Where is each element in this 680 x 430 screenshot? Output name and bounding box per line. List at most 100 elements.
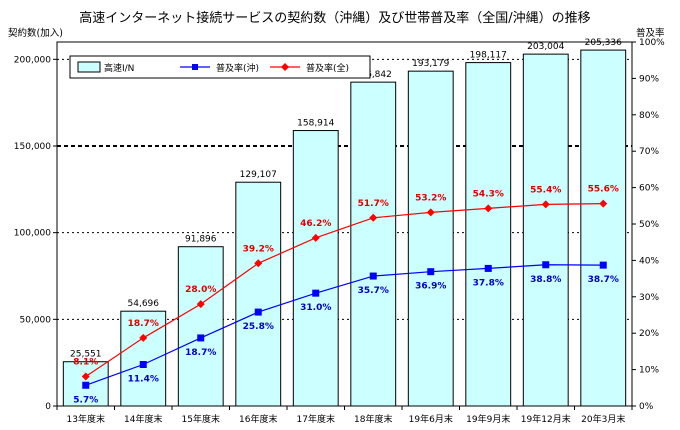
legend: 高速I/N 普及率(沖) 普及率(全) [69, 55, 371, 79]
right-tick-label: 40% [639, 256, 659, 266]
left-tick-label: 150,000 [14, 142, 51, 152]
x-tick-label: 19年12月末 [521, 413, 571, 425]
right-tick-label: 80% [639, 111, 659, 121]
right-tick-label: 100% [639, 38, 665, 48]
okinawa-rate-value-label: 5.7% [73, 395, 98, 405]
x-tick-label: 13年度末 [67, 413, 105, 425]
all-rate-point [599, 199, 608, 208]
all-rate-value-label: 8.1% [73, 358, 98, 368]
all-rate-point [426, 208, 435, 217]
bar-value-label: 54,696 [128, 299, 160, 309]
all-rate-value-label: 51.7% [358, 199, 389, 209]
bar [177, 246, 224, 407]
okinawa-rate-value-label: 38.8% [530, 275, 561, 285]
bar-series [62, 49, 627, 407]
bar-value-label: 129,107 [240, 170, 277, 180]
all-rate-value-label: 46.2% [300, 219, 331, 229]
bar [235, 181, 282, 407]
legend-oki-marker [192, 64, 198, 70]
all-rate-point [369, 213, 378, 222]
x-tick-label: 20年3月末 [581, 413, 625, 425]
okinawa-rate-value-label: 18.7% [185, 348, 216, 358]
right-axis-title: 普及率 [636, 27, 665, 39]
left-tick-label: 200,000 [14, 55, 51, 65]
right-tick-label: 20% [639, 329, 659, 339]
okinawa-rate-point [254, 308, 262, 316]
all-rate-point [81, 372, 90, 381]
okinawa-rate-point [82, 381, 90, 389]
bar [580, 49, 627, 407]
bar-value-label: 198,117 [470, 51, 507, 61]
bar-value-label: 25,551 [70, 350, 102, 360]
okinawa-rate-value-label: 37.8% [473, 278, 504, 288]
all-rate-point [196, 300, 205, 309]
okinawa-rate-value-label: 36.9% [415, 282, 446, 292]
all-rate-value-label: 39.2% [243, 244, 274, 254]
right-tick-label: 0% [639, 402, 654, 412]
all-rate-line [85, 203, 604, 378]
okinawa-rate-point [542, 261, 550, 269]
data-labels: 25,551 54,696 91,896 129,107 158,914 186,842 1… [70, 38, 622, 405]
legend-label: 高速I/N [104, 62, 134, 74]
okinawa-rate-point [427, 268, 435, 276]
line-series [81, 199, 608, 389]
right-tick-label: 60% [639, 184, 659, 194]
all-rate-value-label: 55.6% [588, 185, 619, 195]
bar [407, 70, 454, 407]
x-tick-label: 17年度末 [297, 413, 335, 425]
right-tick-label: 90% [639, 74, 659, 84]
all-rate-value-label: 28.0% [185, 285, 216, 295]
legend-all-marker [281, 63, 289, 71]
okinawa-rate-value-label: 11.4% [128, 375, 159, 385]
left-axis-title: 契約数(加入) [8, 27, 63, 39]
axes: 0 50,000 100,000 150,000 200,000 0% 10% 20% 30% 4… [14, 38, 665, 425]
bar [350, 81, 397, 407]
okinawa-rate-point [369, 272, 377, 280]
legend-box [69, 55, 371, 79]
bar [120, 310, 167, 407]
right-tick-label: 30% [639, 293, 659, 303]
okinawa-rate-value-label: 25.8% [243, 322, 274, 332]
left-tick-label: 0 [45, 402, 51, 412]
x-tick-label: 16年度末 [239, 413, 277, 425]
bar-value-label: 186,842 [355, 70, 392, 80]
x-tick-label: 14年度末 [124, 413, 162, 425]
okinawa-rate-point [484, 264, 492, 272]
bar-value-label: 205,336 [585, 38, 622, 48]
bar-value-label: 203,004 [527, 42, 564, 52]
okinawa-rate-point [599, 261, 607, 269]
all-rate-point [311, 233, 320, 242]
legend-label: 普及率(沖) [216, 62, 259, 74]
all-rate-point [484, 204, 493, 213]
bar-value-label: 193,179 [412, 59, 449, 69]
x-tick-label: 19年9月末 [466, 413, 510, 425]
okinawa-rate-line [85, 264, 604, 386]
legend-bar-swatch [77, 61, 101, 73]
bar [292, 130, 339, 407]
x-tick-label: 15年度末 [182, 413, 220, 425]
okinawa-rate-value-label: 31.0% [300, 303, 331, 313]
right-tick-label: 10% [639, 366, 659, 376]
okinawa-rate-point [312, 289, 320, 297]
all-rate-point [139, 333, 148, 342]
right-tick-label: 70% [639, 147, 659, 157]
bar [465, 62, 512, 407]
okinawa-rate-value-label: 35.7% [358, 286, 389, 296]
legend-label: 普及率(全) [306, 62, 349, 74]
bar-value-label: 158,914 [297, 119, 334, 129]
okinawa-rate-point [139, 361, 147, 369]
bar [522, 53, 569, 407]
all-rate-point [541, 200, 550, 209]
all-rate-value-label: 54.3% [473, 189, 504, 199]
x-tick-label: 18年度末 [354, 413, 392, 425]
x-tick-label: 19年6月末 [409, 413, 453, 425]
bar-value-label: 91,896 [185, 235, 217, 245]
all-rate-value-label: 53.2% [415, 193, 446, 203]
chart-title: 高速インターネット接続サービスの契約数（沖縄）及び世帯普及率（全国/沖縄）の推移 [79, 10, 590, 26]
left-tick-label: 50,000 [20, 315, 52, 325]
all-rate-value-label: 55.4% [530, 185, 561, 195]
all-rate-value-label: 18.7% [128, 319, 159, 329]
okinawa-rate-value-label: 38.7% [588, 275, 619, 285]
all-rate-point [254, 259, 263, 268]
